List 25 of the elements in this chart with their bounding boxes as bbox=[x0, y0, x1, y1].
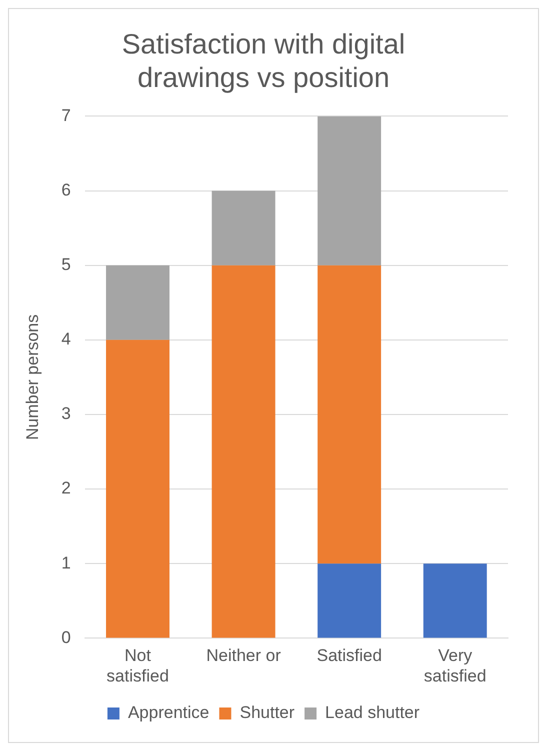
bar bbox=[212, 190, 276, 266]
y-tick-label: 7 bbox=[61, 106, 71, 125]
y-tick-label: 4 bbox=[61, 330, 71, 349]
y-tick-label: 1 bbox=[61, 553, 71, 572]
y-axis-title: Number persons bbox=[22, 314, 42, 440]
bar bbox=[106, 340, 170, 638]
y-tick-label: 5 bbox=[61, 255, 71, 274]
legend-label: Apprentice bbox=[128, 703, 210, 722]
legend-label: Shutter bbox=[240, 703, 295, 722]
y-tick-label: 0 bbox=[61, 628, 71, 647]
x-tick-label: Not satisfied bbox=[106, 646, 169, 686]
bar bbox=[212, 265, 276, 638]
x-tick-label: Very satisfied bbox=[424, 646, 486, 686]
bar bbox=[106, 265, 170, 340]
chart-title: Satisfaction with digital drawings vs position bbox=[122, 28, 406, 94]
x-tick-label: Satisfied bbox=[316, 646, 382, 666]
bar bbox=[423, 564, 487, 638]
bar bbox=[318, 265, 382, 564]
y-tick-label: 2 bbox=[61, 478, 71, 498]
y-tick-label: 3 bbox=[61, 404, 71, 424]
bar bbox=[318, 116, 382, 266]
bar bbox=[318, 564, 382, 638]
y-tick-label: 6 bbox=[61, 180, 71, 200]
x-tick-label: Neither or bbox=[206, 646, 282, 666]
legend-label: Lead shutter bbox=[325, 703, 420, 722]
